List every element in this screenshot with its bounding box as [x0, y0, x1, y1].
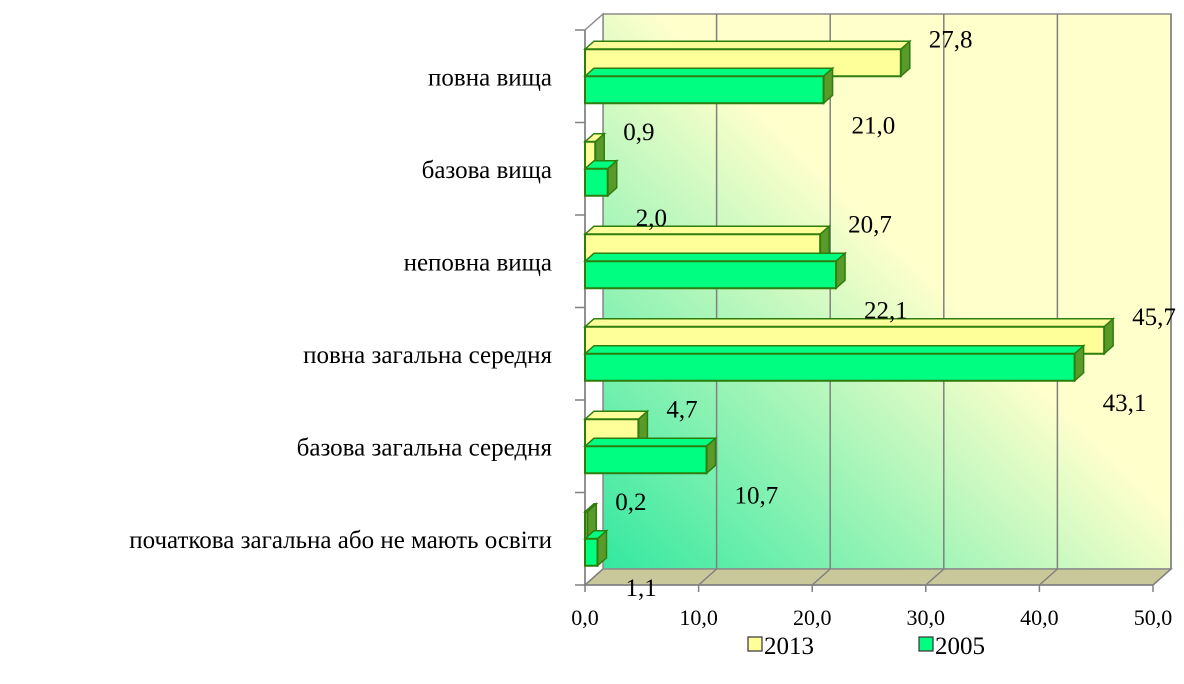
- data-label-2005: 2,0: [636, 205, 667, 232]
- x-tick-label: 40,0: [1020, 605, 1059, 630]
- floor-gridline: [811, 568, 831, 586]
- floor-gridline: [584, 568, 604, 586]
- data-label-2013: 0,2: [615, 489, 646, 516]
- legend-item-2013: 2013: [747, 633, 814, 660]
- x-tick-label: 20,0: [793, 605, 832, 630]
- floor-gridline: [925, 568, 945, 586]
- legend-item-2005: 2005: [918, 633, 985, 660]
- x-tick-label: 50,0: [1134, 605, 1173, 630]
- floor: [583, 568, 1173, 586]
- category-label: початкова загальна або не мають освіти: [129, 527, 552, 554]
- category-label: базова загальна середня: [297, 434, 553, 461]
- x-tick-label: 0,0: [571, 605, 599, 630]
- bar-2005-category-0: [583, 66, 835, 105]
- bar-2005-category-2: [583, 251, 848, 290]
- data-label-2013: 20,7: [848, 211, 892, 238]
- legend-swatch: [747, 636, 763, 652]
- data-label-2013: 45,7: [1132, 304, 1176, 331]
- x-tick-label: 10,0: [679, 605, 718, 630]
- data-label-2013: 0,9: [623, 119, 654, 146]
- data-label-2013: 27,8: [929, 26, 973, 53]
- data-label-2013: 4,7: [666, 396, 697, 423]
- floor-gridline: [1038, 568, 1058, 586]
- data-label-2005: 1,1: [625, 575, 656, 602]
- bar-2005-category-5: [583, 529, 609, 568]
- legend-label: 2013: [764, 633, 814, 660]
- category-label: повна вища: [428, 64, 552, 91]
- bar-2005-category-1: [583, 159, 619, 198]
- legend-swatch: [918, 636, 934, 652]
- bar-2005-category-3: [583, 344, 1086, 383]
- floor-gridline: [1152, 568, 1172, 586]
- category-label: базова вища: [422, 157, 552, 184]
- data-label-2005: 43,1: [1103, 390, 1147, 417]
- data-label-2005: 22,1: [864, 297, 908, 324]
- data-label-2005: 10,7: [735, 482, 779, 509]
- data-label-2005: 21,0: [852, 112, 896, 139]
- bar-2005-category-4: [583, 436, 718, 475]
- floor-gridline: [698, 568, 718, 586]
- x-tick-label: 30,0: [907, 605, 946, 630]
- category-label: повна загальна середня: [303, 342, 552, 369]
- legend-label: 2005: [935, 633, 985, 660]
- category-label: неповна вища: [404, 249, 552, 276]
